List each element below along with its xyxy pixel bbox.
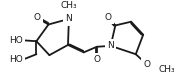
Text: O: O — [34, 14, 41, 22]
Text: O: O — [93, 55, 100, 64]
Text: HO: HO — [9, 55, 23, 64]
Text: O: O — [143, 60, 150, 69]
Text: O: O — [104, 13, 111, 22]
Text: N: N — [66, 14, 72, 23]
Text: CH₃: CH₃ — [158, 65, 175, 74]
Text: CH₃: CH₃ — [61, 1, 77, 10]
Text: HO: HO — [9, 36, 23, 45]
Text: N: N — [107, 41, 114, 50]
